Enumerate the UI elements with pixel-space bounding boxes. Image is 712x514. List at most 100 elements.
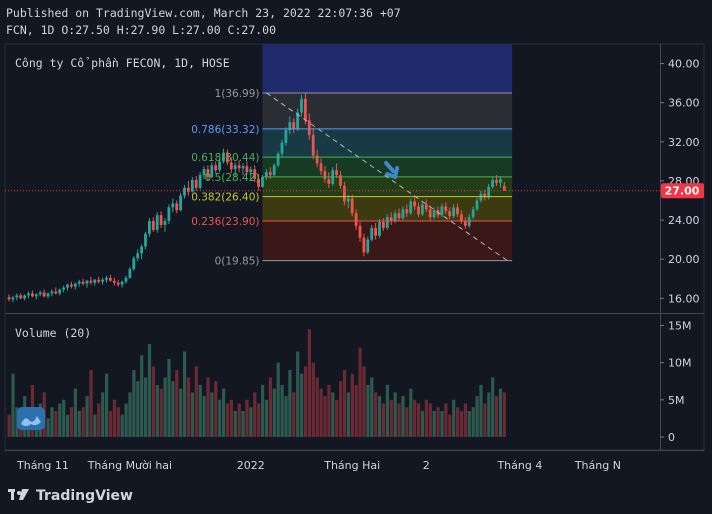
volume-bar [331,392,335,437]
candle [54,287,58,295]
candle [222,148,225,164]
candle [132,256,136,271]
candle [27,291,30,299]
volume-bar [354,384,358,437]
volume-bar [15,407,19,437]
candle [471,206,475,220]
candle [374,223,377,240]
volume-axis[interactable]: 15M 10M 5M 0 [660,319,692,444]
candle [151,217,155,232]
volume-bar [77,410,81,437]
price-chart[interactable]: 1(36.99) 0.786(33.32) 0.618(30.44) 0.5(28.4… [0,0,712,480]
candle [179,192,182,212]
candle [97,276,101,284]
candle [70,281,73,289]
fib-zone [262,93,513,129]
trendline[interactable] [266,92,509,262]
price-tick-label: 24.00 [668,214,700,227]
volume-bar [253,392,257,437]
volume-bar [144,377,148,437]
candle [81,278,85,286]
volume-bar [401,396,405,437]
volume-bar [73,388,77,437]
volume-bar [54,410,58,437]
candle [417,202,420,218]
volume-bar [186,377,191,437]
volume-bar [280,384,284,437]
ohlc-line: FCN, 1D O:27.50 H:27.90 L:27.00 C:27.00 [6,23,277,37]
candle [58,288,62,296]
volume-bar [346,392,350,437]
candle [265,169,268,180]
candle [288,116,292,134]
volume-bar [440,410,444,437]
volume-bar [498,388,503,437]
tradingview-logo-icon [8,489,29,500]
price-tick-label: 36.00 [668,97,700,110]
volume-bar [175,370,179,437]
candle [343,181,346,206]
volume-bar [385,384,389,437]
candlesticks [7,92,506,303]
candle [292,118,296,134]
candle [167,204,171,224]
volume-bar [276,362,280,437]
candle [300,94,303,117]
published-line: Published on TradingView.com, March 23, … [6,6,401,20]
volume-bar [261,384,265,437]
candle [319,158,323,176]
volume-bar [292,392,296,437]
candle [105,275,108,283]
candle [335,163,338,179]
time-tick-label: Tháng Mười hai [87,459,172,472]
volume-bar [381,403,386,437]
tv-watermark-icon [17,407,45,430]
volume-bar [108,410,113,437]
volume-bar [210,392,214,437]
candle [46,292,50,299]
volume-bar [495,396,499,437]
volume-bar [319,388,323,437]
volume-bar [222,388,226,437]
candle [163,218,167,232]
candle [194,176,198,191]
candle [50,289,54,297]
time-tick-label: Tháng 11 [16,459,69,472]
candle [237,160,241,173]
candle [409,198,413,216]
candle [66,283,69,291]
candle [382,218,385,231]
candle [233,162,237,178]
candle [502,181,506,191]
volume-bar [475,396,479,437]
candle [202,166,206,179]
candle [370,224,374,242]
candle [276,151,280,168]
volume-bar [502,392,506,437]
volume-bar [370,377,374,437]
volume-tick-label: 0 [668,431,675,444]
volume-bar [50,407,54,437]
volume-bar [202,396,206,437]
volume-bars [7,329,506,437]
fib-level-label: 0.236(23.90) [191,216,259,228]
volume-bar [342,370,347,437]
volume-bar [155,384,159,437]
candle [159,211,163,228]
candle [284,127,288,146]
volume-bar [206,377,210,437]
volume-bar [428,403,432,437]
candle [85,279,89,288]
volume-bar [132,370,136,437]
volume-bar [339,381,343,437]
candle [229,157,233,174]
volume-bar [214,381,218,437]
candle [218,158,221,173]
volume-bar [452,399,456,437]
time-axis[interactable]: Tháng 11 Tháng Mười hai 2022 Tháng Hai 2 Thán… [16,459,621,472]
volume-bar [233,410,237,437]
volume-bar [463,403,467,437]
candle [366,236,370,255]
arrow-marker-icon[interactable] [384,161,400,180]
